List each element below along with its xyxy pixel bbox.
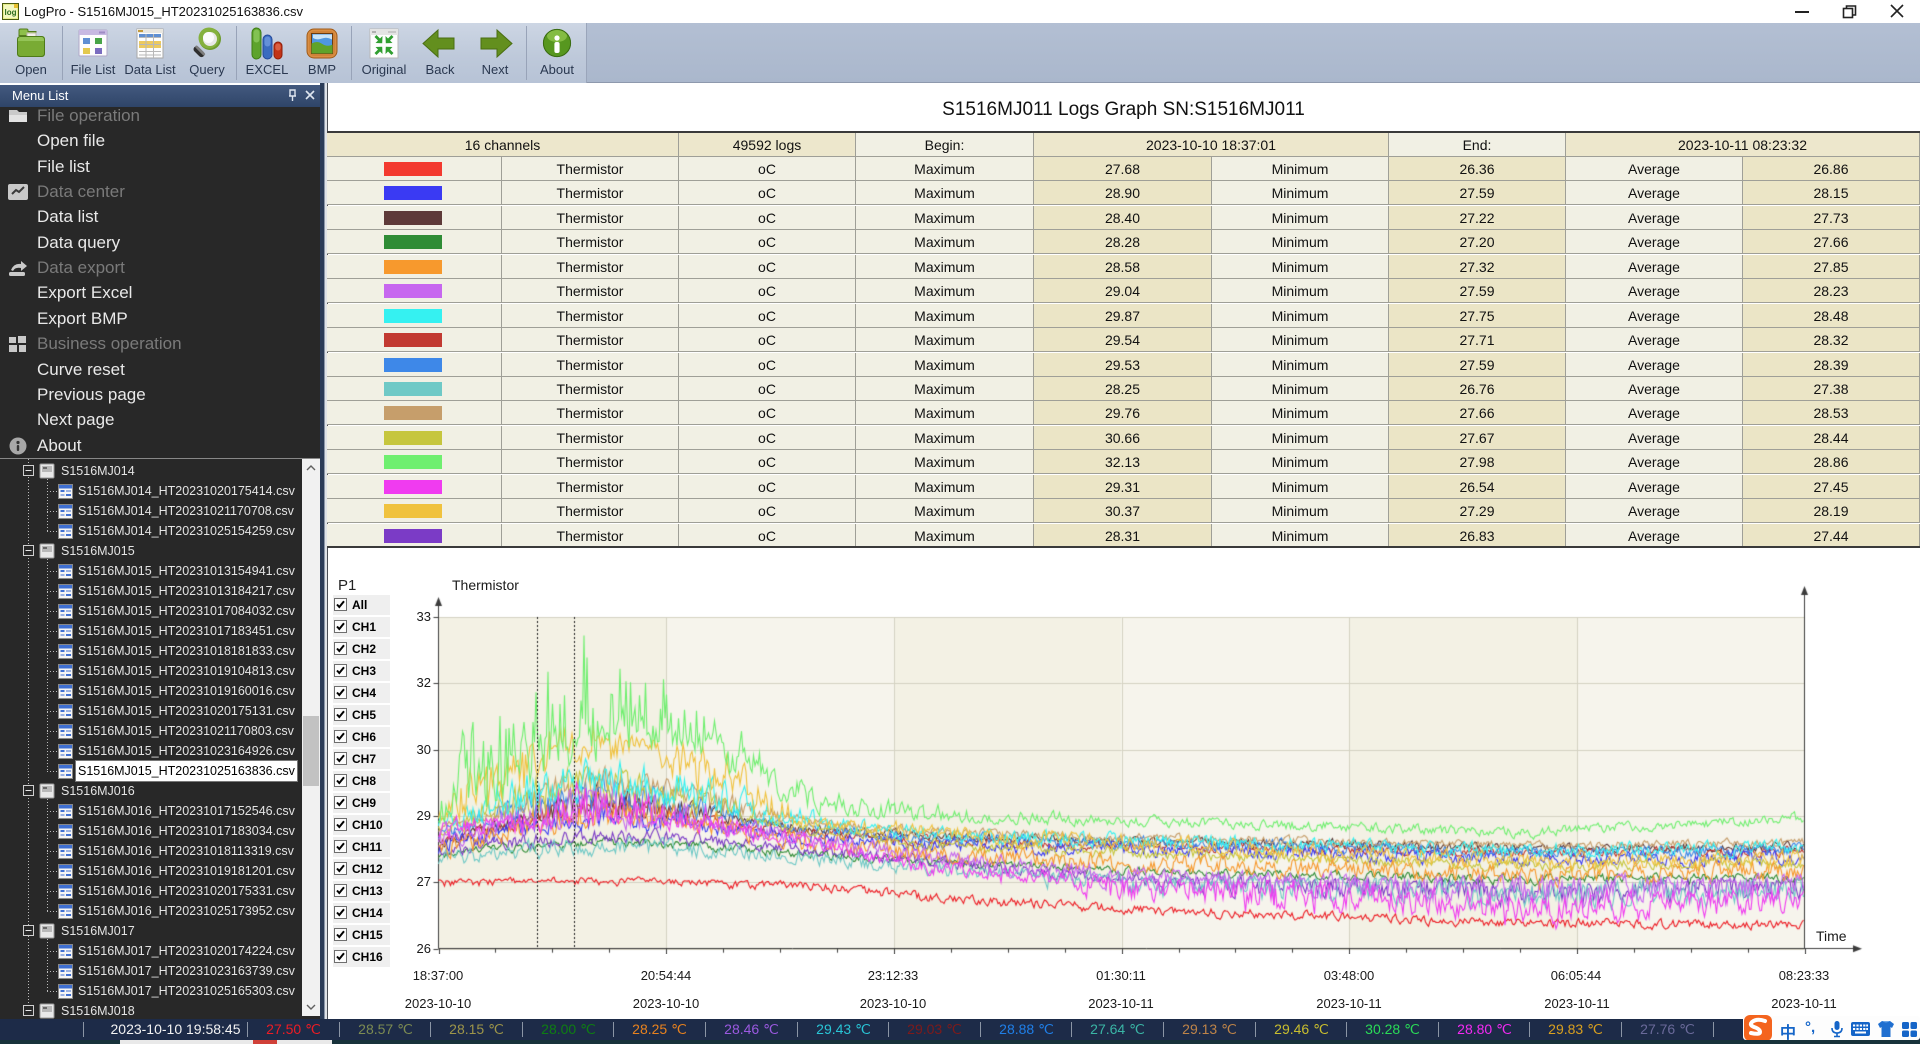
svg-text:log: log: [5, 8, 17, 17]
